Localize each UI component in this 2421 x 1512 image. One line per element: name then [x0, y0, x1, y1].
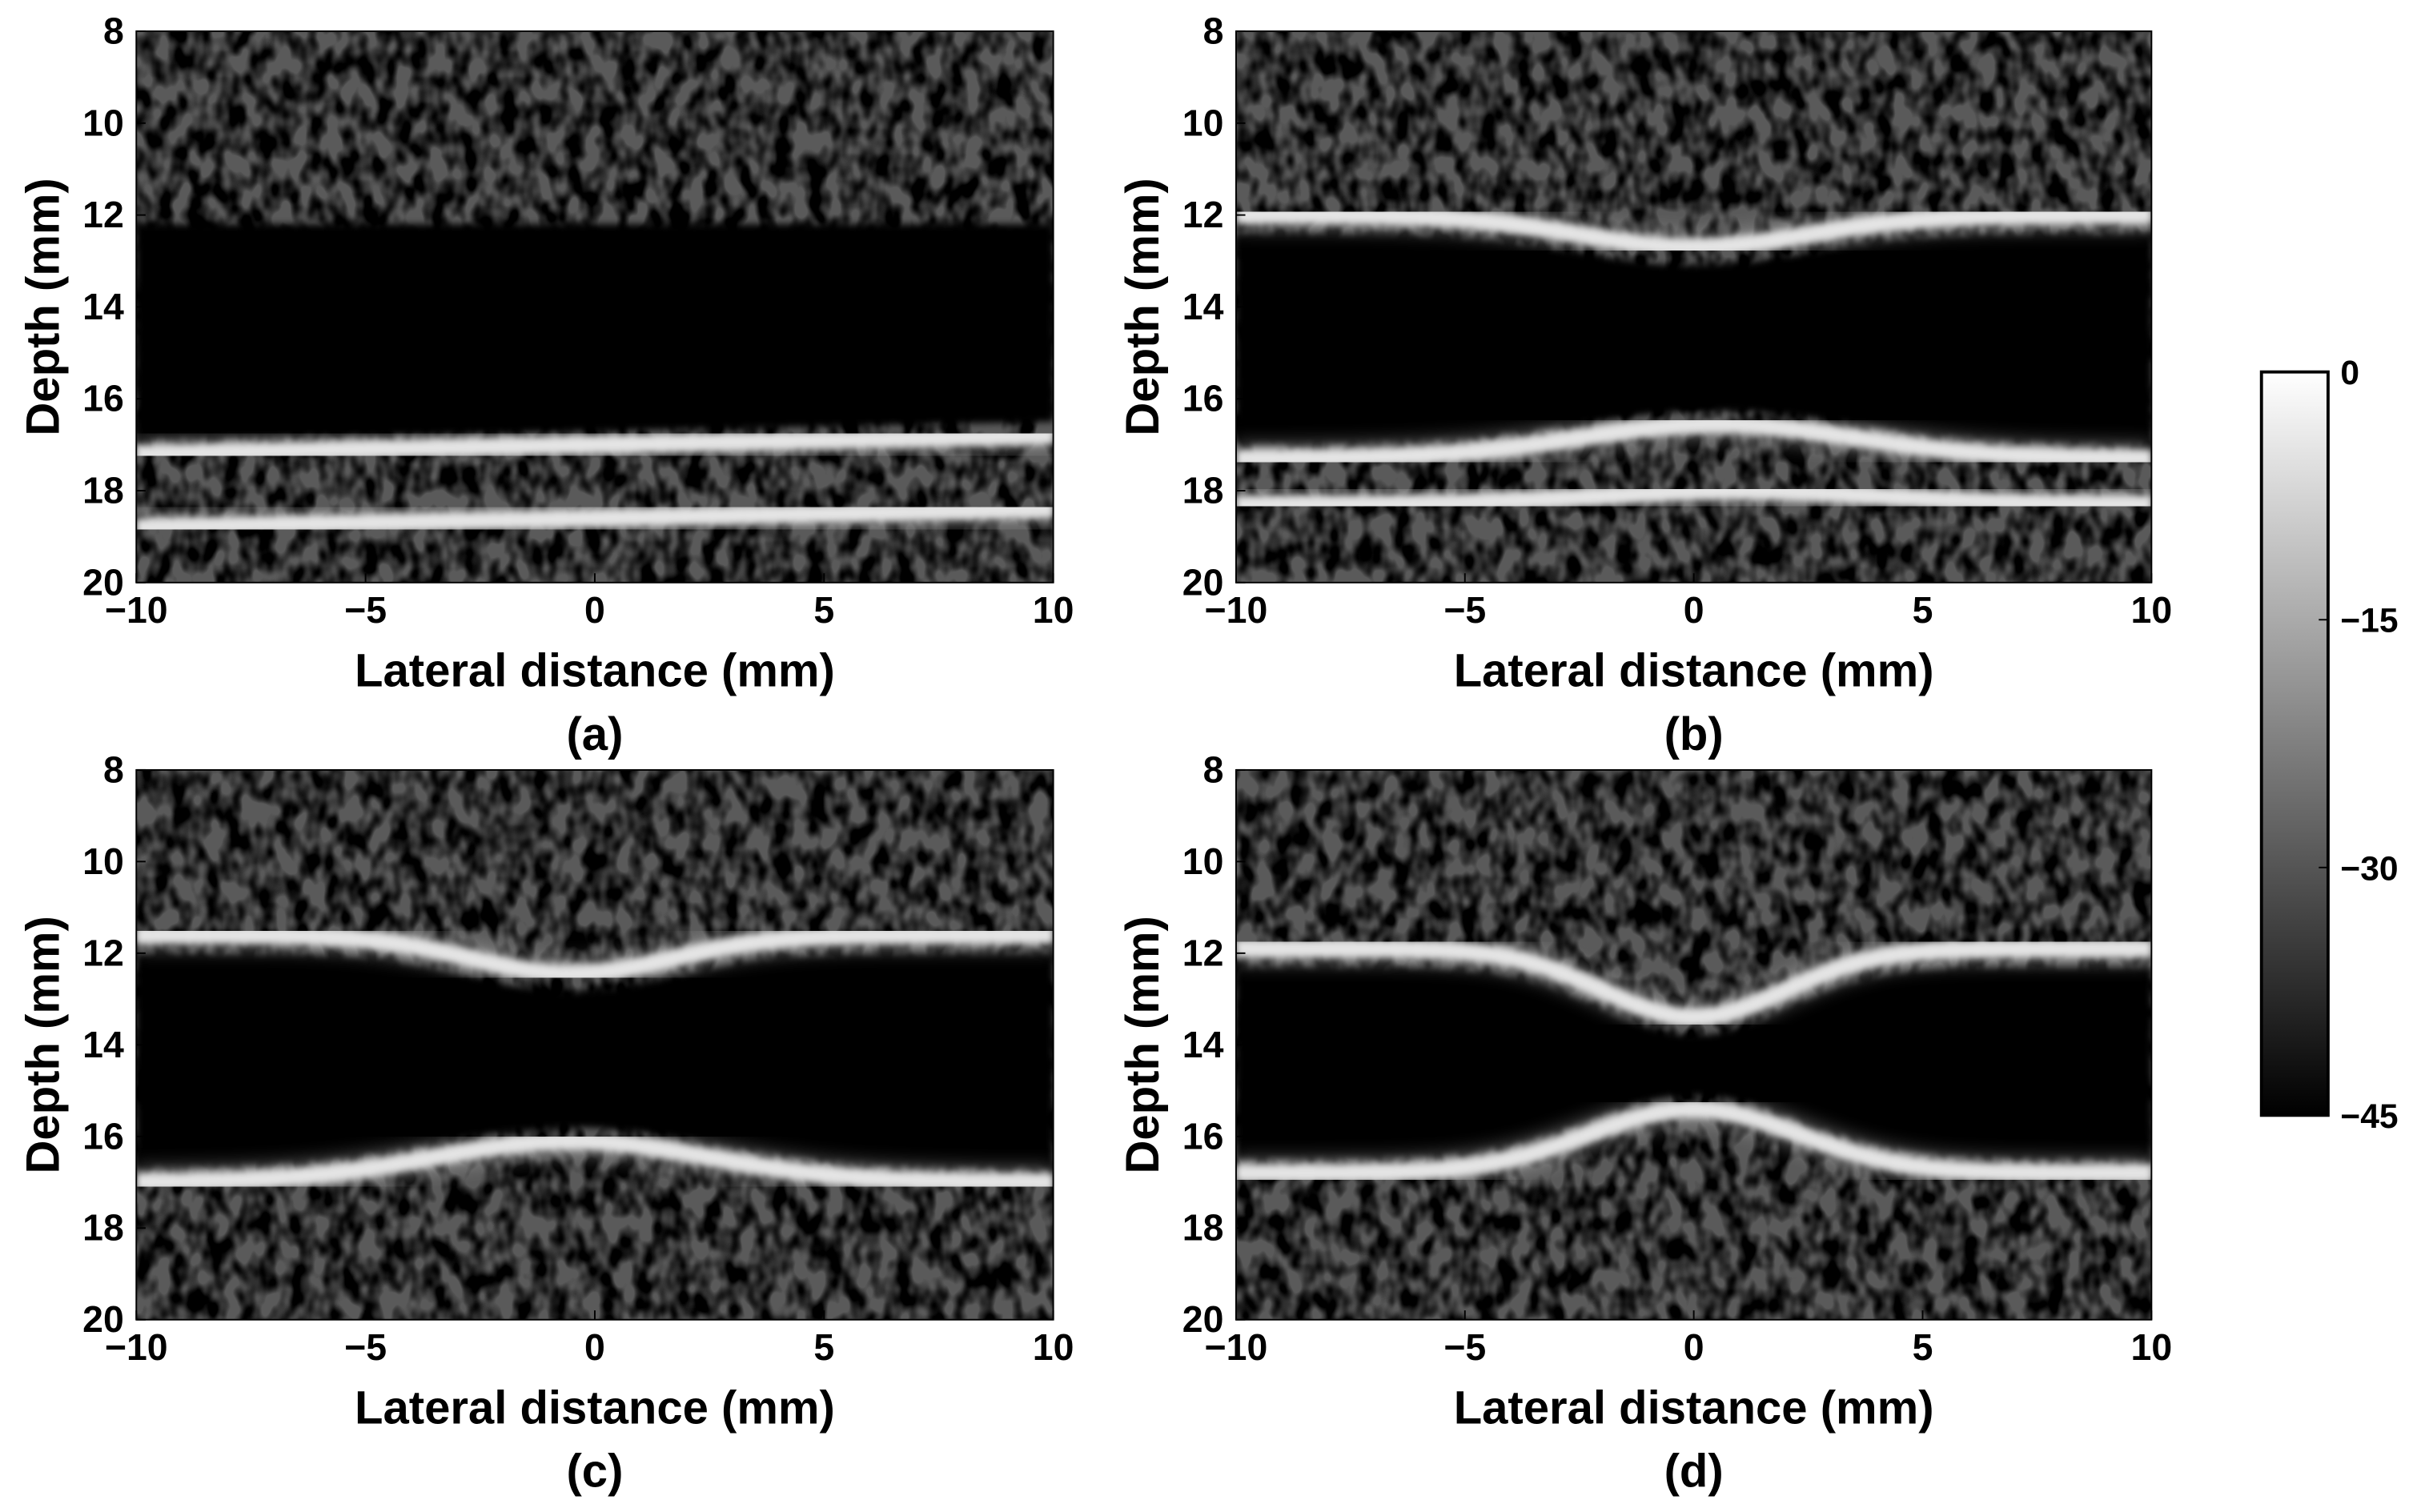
x-tick-label: −5 — [344, 589, 387, 631]
wall — [136, 926, 1054, 983]
lumen — [1235, 233, 2152, 445]
panel-caption: (d) — [1664, 1446, 1724, 1498]
y-axis-label: Depth (mm) — [18, 916, 70, 1173]
y-tick-label: 12 — [1182, 194, 1224, 235]
x-tick-label: 5 — [1913, 1326, 1933, 1368]
y-axis-label: Depth (mm) — [1117, 916, 1169, 1173]
x-tick-label: −5 — [1443, 1326, 1486, 1368]
y-tick-label: 14 — [1182, 286, 1224, 327]
y-tick-label: 12 — [82, 194, 124, 235]
y-tick-label: 14 — [1182, 1024, 1224, 1065]
lumen — [136, 953, 1054, 1169]
wall — [1235, 207, 2152, 256]
y-tick-label: 18 — [82, 469, 124, 511]
x-tick-label: −10 — [1205, 589, 1268, 631]
y-tick-label: 16 — [82, 378, 124, 419]
ultrasound-image — [1235, 769, 2152, 1320]
x-tick-label: 0 — [584, 589, 605, 631]
panel-caption: (c) — [566, 1446, 623, 1498]
y-tick-label: 10 — [1182, 840, 1224, 882]
y-tick-label: 8 — [1203, 10, 1224, 52]
y-tick-label: 12 — [82, 932, 124, 973]
wall — [1235, 482, 2152, 513]
x-tick-label: 0 — [1684, 589, 1704, 631]
y-tick-label: 18 — [1182, 1207, 1224, 1249]
x-tick-label: 10 — [2131, 589, 2173, 631]
x-tick-label: −5 — [1443, 589, 1486, 631]
x-axis-label: Lateral distance (mm) — [1454, 1382, 1934, 1434]
y-tick-label: 8 — [103, 748, 124, 790]
y-tick-label: 20 — [82, 1298, 124, 1340]
y-axis-label: Depth (mm) — [18, 178, 70, 435]
x-tick-label: −10 — [105, 1326, 168, 1368]
y-tick-label: 18 — [82, 1207, 124, 1249]
wall — [136, 427, 1054, 463]
x-tick-label: −10 — [105, 589, 168, 631]
y-tick-label: 14 — [82, 1024, 124, 1065]
x-tick-label: −10 — [1205, 1326, 1268, 1368]
y-tick-label: 10 — [82, 102, 124, 143]
panel-caption: (a) — [566, 708, 623, 760]
colorbar-tick-label: 0 — [2340, 354, 2359, 392]
wall — [136, 500, 1054, 536]
colorbar — [2259, 370, 2330, 1117]
ultrasound-image — [1235, 31, 2152, 583]
x-tick-label: 10 — [1033, 1326, 1074, 1368]
x-tick-label: −5 — [344, 1326, 387, 1368]
y-tick-label: 20 — [1182, 561, 1224, 603]
ultrasound-image — [136, 769, 1054, 1320]
wall — [1235, 415, 2152, 467]
y-tick-label: 8 — [103, 10, 124, 52]
x-tick-label: 0 — [1684, 1326, 1704, 1368]
y-tick-label: 20 — [82, 561, 124, 603]
lumen — [1235, 967, 2152, 1160]
panel-caption: (b) — [1664, 708, 1724, 760]
y-axis-label: Depth (mm) — [1117, 178, 1169, 435]
y-tick-label: 10 — [82, 840, 124, 882]
lumen — [136, 224, 1054, 440]
x-axis-label: Lateral distance (mm) — [355, 644, 835, 696]
colorbar-tick-label: −15 — [2340, 602, 2398, 640]
x-tick-label: 0 — [584, 1326, 605, 1368]
y-tick-label: 16 — [1182, 1115, 1224, 1157]
y-tick-label: 8 — [1203, 748, 1224, 790]
x-tick-label: 5 — [813, 589, 834, 631]
y-tick-label: 20 — [1182, 1298, 1224, 1340]
y-tick-label: 10 — [1182, 102, 1224, 143]
x-axis-label: Lateral distance (mm) — [1454, 644, 1934, 696]
wall — [1235, 1100, 2152, 1182]
ultrasound-image — [136, 31, 1054, 583]
x-tick-label: 10 — [2131, 1326, 2173, 1368]
x-axis-label: Lateral distance (mm) — [355, 1382, 835, 1434]
y-tick-label: 16 — [82, 1115, 124, 1157]
colorbar-tick-label: −45 — [2340, 1097, 2398, 1136]
y-tick-label: 12 — [1182, 932, 1224, 973]
x-tick-label: 10 — [1033, 589, 1074, 631]
y-tick-label: 14 — [82, 286, 124, 327]
wall — [1235, 940, 2152, 1026]
y-tick-label: 18 — [1182, 469, 1224, 511]
x-tick-label: 5 — [813, 1326, 834, 1368]
colorbar-tick-label: −30 — [2340, 849, 2398, 888]
y-tick-label: 16 — [1182, 378, 1224, 419]
wall — [136, 1132, 1054, 1191]
x-tick-label: 5 — [1913, 589, 1933, 631]
